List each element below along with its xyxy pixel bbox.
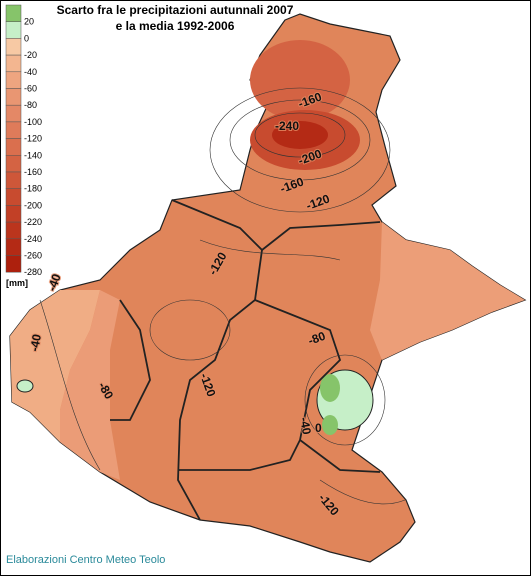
legend-swatch <box>5 255 22 273</box>
small-zone <box>16 379 34 393</box>
legend-label: -40 <box>24 67 37 77</box>
dark-zone <box>250 40 350 120</box>
legend-swatch <box>5 4 22 22</box>
legend-label: 0 <box>24 33 29 43</box>
lagoon-core <box>320 374 340 402</box>
boundaries <box>110 199 381 521</box>
lagoon-core <box>322 415 338 435</box>
legend-label: 20 <box>24 17 34 27</box>
legend-label: -80 <box>24 100 37 110</box>
legend-swatch <box>5 104 22 123</box>
west-zone-2 <box>60 290 120 480</box>
legend-unit: [mm] <box>6 278 28 288</box>
legend-label: -20 <box>24 50 37 60</box>
legend-swatch <box>5 205 22 223</box>
legend-swatch <box>5 138 22 156</box>
legend-swatch <box>5 71 22 89</box>
legend-swatch <box>5 88 22 106</box>
darkest-zone <box>272 121 328 149</box>
legend-swatch <box>5 121 22 139</box>
west-zone <box>10 290 100 442</box>
legend-label: -240 <box>24 234 42 244</box>
legend: 20 0 -20 -40 -60 -80 -100 -120 -140 -160 -180 -200 -… <box>5 4 42 288</box>
legend-swatch <box>5 238 22 256</box>
legend-label: -280 <box>24 267 42 277</box>
contour-label: -40 <box>45 272 64 293</box>
east-zone <box>370 222 525 360</box>
legend-label: -220 <box>24 217 42 227</box>
legend-swatch <box>5 171 22 189</box>
legend-swatch <box>5 155 22 173</box>
legend-label: -60 <box>24 84 37 94</box>
legend-label: -120 <box>24 134 42 144</box>
legend-swatch <box>5 21 22 39</box>
title: Scarto fra le precipitazioni autunnali 2… <box>57 3 294 17</box>
legend-swatch <box>5 54 22 73</box>
legend-label: -200 <box>24 200 42 210</box>
contour-label: 0 <box>315 421 322 435</box>
legend-swatch <box>5 188 22 206</box>
legend-label: -160 <box>24 167 42 177</box>
legend-label: -140 <box>24 150 42 160</box>
contour-label: -240 <box>275 119 299 133</box>
contour-label: -80 <box>306 329 327 348</box>
title: e la media 1992-2006 <box>116 19 235 33</box>
contours <box>39 87 406 505</box>
legend-label: -180 <box>24 184 42 194</box>
legend-swatch <box>5 221 22 240</box>
region <box>9 13 527 563</box>
contour-label: -40 <box>27 333 44 353</box>
legend-swatch <box>5 38 22 56</box>
credit: Elaborazioni Centro Meteo Teolo <box>6 554 165 566</box>
legend-label: -260 <box>24 251 42 261</box>
legend-label: -100 <box>24 117 42 127</box>
contour-label: -40 <box>297 416 314 436</box>
